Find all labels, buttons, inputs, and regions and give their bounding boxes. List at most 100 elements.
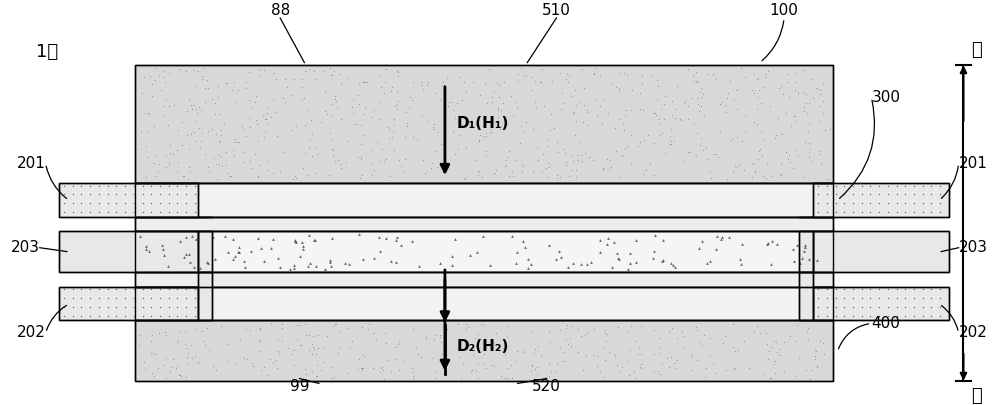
Point (420, 79, 436, 85)
Point (323, 101, 339, 108)
Point (498, 162, 514, 168)
Point (250, 234, 266, 241)
Point (699, 70, 715, 77)
Point (783, 123, 799, 129)
Point (188, 117, 204, 124)
Point (165, 151, 181, 157)
Point (787, 79, 803, 85)
Point (301, 66, 317, 72)
Point (271, 350, 287, 356)
Point (815, 110, 831, 117)
Point (650, 368, 666, 375)
Point (142, 72, 158, 79)
Point (760, 355, 776, 362)
Point (350, 92, 366, 98)
Point (699, 260, 715, 266)
Point (138, 245, 154, 252)
Point (812, 91, 828, 98)
Point (458, 88, 474, 94)
Point (541, 372, 557, 379)
Point (158, 164, 174, 171)
Point (263, 114, 279, 121)
Point (454, 122, 470, 128)
Point (457, 175, 473, 181)
Point (772, 171, 788, 177)
Point (771, 352, 787, 358)
Point (722, 78, 738, 84)
Point (146, 373, 162, 379)
Point (206, 155, 222, 162)
Point (473, 321, 489, 327)
Point (313, 118, 329, 125)
Point (573, 261, 589, 268)
Point (746, 70, 762, 77)
Point (225, 256, 241, 262)
Point (418, 334, 434, 341)
Point (405, 369, 421, 375)
Point (646, 326, 662, 333)
Point (529, 371, 545, 377)
Point (365, 364, 381, 371)
Point (181, 251, 197, 257)
Point (265, 358, 281, 365)
Point (363, 114, 379, 120)
Point (509, 103, 525, 110)
Point (798, 91, 814, 97)
Point (321, 172, 337, 179)
Point (822, 126, 838, 132)
Point (353, 156, 369, 163)
Point (146, 159, 162, 166)
Point (663, 353, 679, 360)
Point (675, 333, 691, 339)
Point (134, 90, 150, 96)
Point (187, 326, 203, 333)
Bar (813, 231, 949, 272)
Text: 100: 100 (770, 3, 799, 18)
Point (354, 367, 370, 373)
Point (268, 357, 284, 364)
Point (411, 263, 427, 269)
Bar (198, 272, 212, 320)
Point (243, 248, 259, 255)
Point (779, 79, 795, 85)
Point (603, 164, 619, 171)
Point (785, 164, 801, 171)
Point (561, 173, 577, 179)
Point (526, 350, 542, 356)
Point (165, 151, 181, 157)
Point (305, 343, 321, 350)
Point (560, 79, 576, 85)
Point (423, 165, 439, 172)
Point (527, 366, 543, 373)
Point (464, 342, 480, 349)
Point (491, 94, 507, 100)
Point (415, 157, 431, 163)
Point (607, 353, 623, 359)
Point (241, 68, 257, 75)
Text: D₁(H₁): D₁(H₁) (457, 116, 509, 131)
Point (645, 255, 661, 262)
Point (796, 107, 812, 114)
Point (801, 140, 817, 147)
Point (287, 173, 303, 179)
Point (276, 149, 292, 155)
Point (304, 351, 320, 357)
Point (773, 172, 789, 179)
Point (475, 232, 491, 239)
Point (259, 110, 275, 116)
Point (329, 105, 345, 111)
Point (328, 98, 344, 104)
Bar (59, 288, 198, 320)
Point (682, 149, 698, 155)
Point (654, 257, 670, 264)
Text: 203: 203 (959, 240, 988, 255)
Point (749, 75, 765, 81)
Point (199, 258, 215, 265)
Point (302, 136, 318, 142)
Point (371, 99, 387, 105)
Point (199, 325, 215, 332)
Point (479, 100, 495, 106)
Bar (799, 231, 813, 272)
Point (781, 152, 797, 158)
Point (786, 258, 802, 264)
